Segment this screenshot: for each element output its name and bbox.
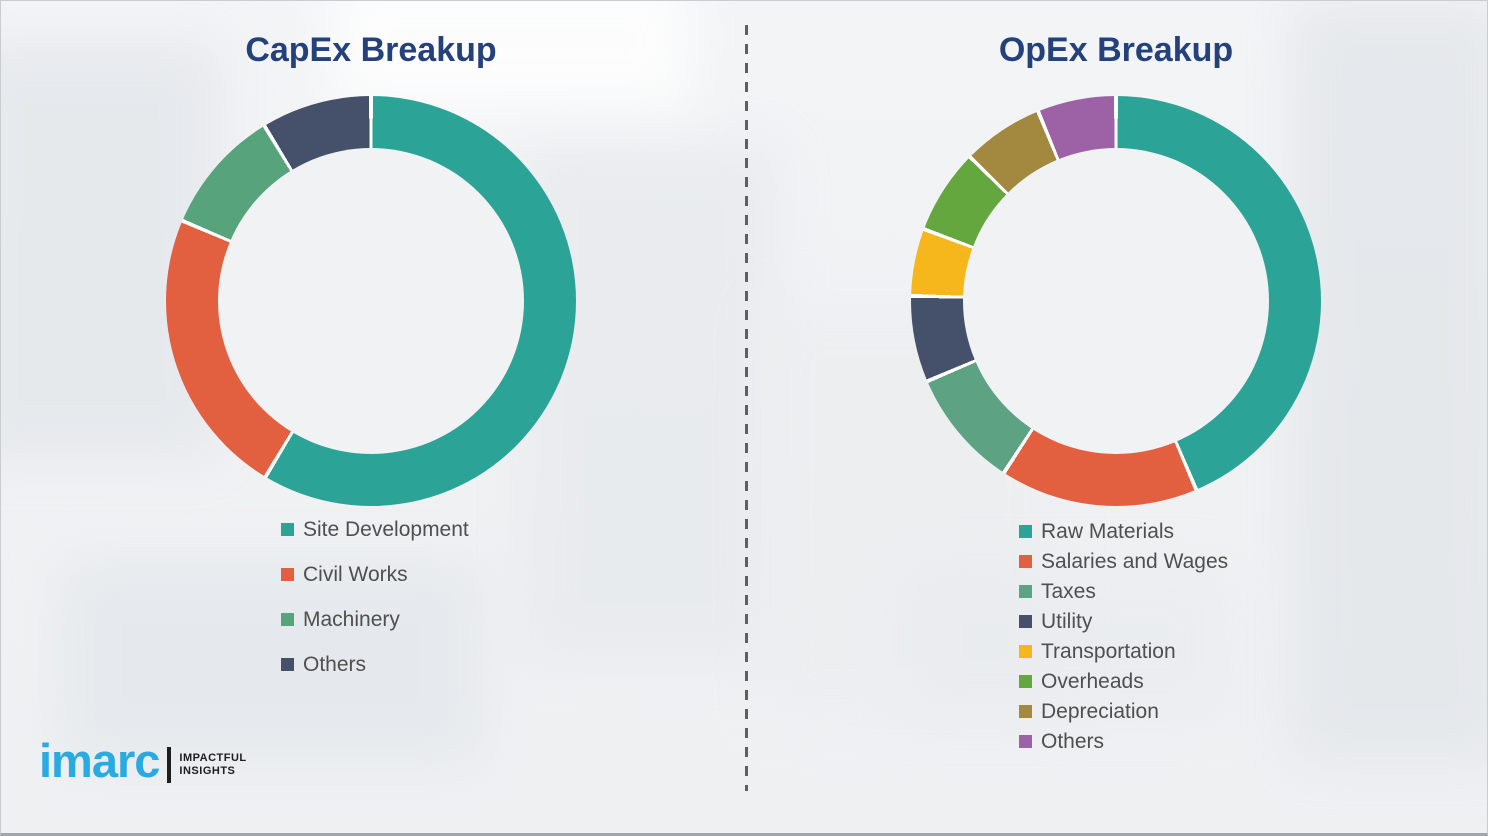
legend-swatch xyxy=(281,613,294,626)
capex-donut-chart xyxy=(166,96,576,506)
legend-label: Overheads xyxy=(1041,669,1144,693)
legend-label: Transportation xyxy=(1041,639,1176,663)
imarc-logo-tagline-line1: IMPACTFUL xyxy=(179,751,247,764)
legend-item: Machinery xyxy=(281,607,469,632)
opex-chart-title: OpEx Breakup xyxy=(998,31,1234,69)
legend-label: Utility xyxy=(1041,609,1093,633)
legend-item: Others xyxy=(1019,729,1228,753)
legend-swatch xyxy=(1019,524,1032,538)
legend-label: Others xyxy=(1041,729,1105,753)
legend-swatch xyxy=(1019,704,1032,718)
legend-label: Machinery xyxy=(303,608,400,631)
legend-label: Civil Works xyxy=(303,563,408,586)
legend-label: Site Development xyxy=(303,518,469,541)
background-texture xyxy=(521,141,781,661)
legend-label: Taxes xyxy=(1041,579,1096,603)
legend-item: Utility xyxy=(1019,609,1228,633)
legend-label: Depreciation xyxy=(1041,699,1159,723)
legend-swatch xyxy=(1019,674,1032,688)
legend-swatch xyxy=(281,523,294,536)
opex-legend: Raw Materials Salaries and Wages Taxes Util… xyxy=(1019,519,1228,759)
legend-item: Raw Materials xyxy=(1019,519,1228,543)
legend-item: Overheads xyxy=(1019,669,1228,693)
legend-swatch xyxy=(281,658,294,671)
imarc-logo-tagline-line2: INSIGHTS xyxy=(179,764,236,777)
legend-item: Others xyxy=(281,652,469,677)
legend-item: Site Development xyxy=(281,517,469,542)
legend-swatch xyxy=(1019,614,1032,628)
legend-item: Civil Works xyxy=(281,562,469,587)
dashed-divider-line xyxy=(745,25,748,791)
imarc-logo-separator-bar xyxy=(167,746,172,783)
capex-legend: Site Development Civil Works Machinery Othe… xyxy=(281,517,469,697)
imarc-logo-tagline: IMPACTFUL INSIGHTS xyxy=(179,752,246,778)
background-texture xyxy=(1291,1,1487,761)
legend-swatch xyxy=(281,568,294,581)
imarc-logo-wordmark: imarc xyxy=(39,734,160,787)
capex-donut-hole xyxy=(218,148,524,454)
opex-donut-chart xyxy=(911,96,1321,506)
legend-label: Raw Materials xyxy=(1041,519,1175,543)
legend-item: Salaries and Wages xyxy=(1019,549,1228,573)
opex-donut-hole xyxy=(963,148,1269,454)
legend-swatch xyxy=(1019,644,1032,658)
legend-swatch xyxy=(1019,554,1032,568)
legend-label: Others xyxy=(303,653,367,676)
legend-item: Taxes xyxy=(1019,579,1228,603)
legend-label: Salaries and Wages xyxy=(1041,549,1229,573)
legend-swatch xyxy=(1019,734,1032,748)
legend-swatch xyxy=(1019,584,1032,598)
legend-item: Depreciation xyxy=(1019,699,1228,723)
capex-chart-title: CapEx Breakup xyxy=(245,31,497,69)
imarc-logo: imarc IMPACTFUL INSIGHTS xyxy=(39,737,247,784)
legend-item: Transportation xyxy=(1019,639,1228,663)
